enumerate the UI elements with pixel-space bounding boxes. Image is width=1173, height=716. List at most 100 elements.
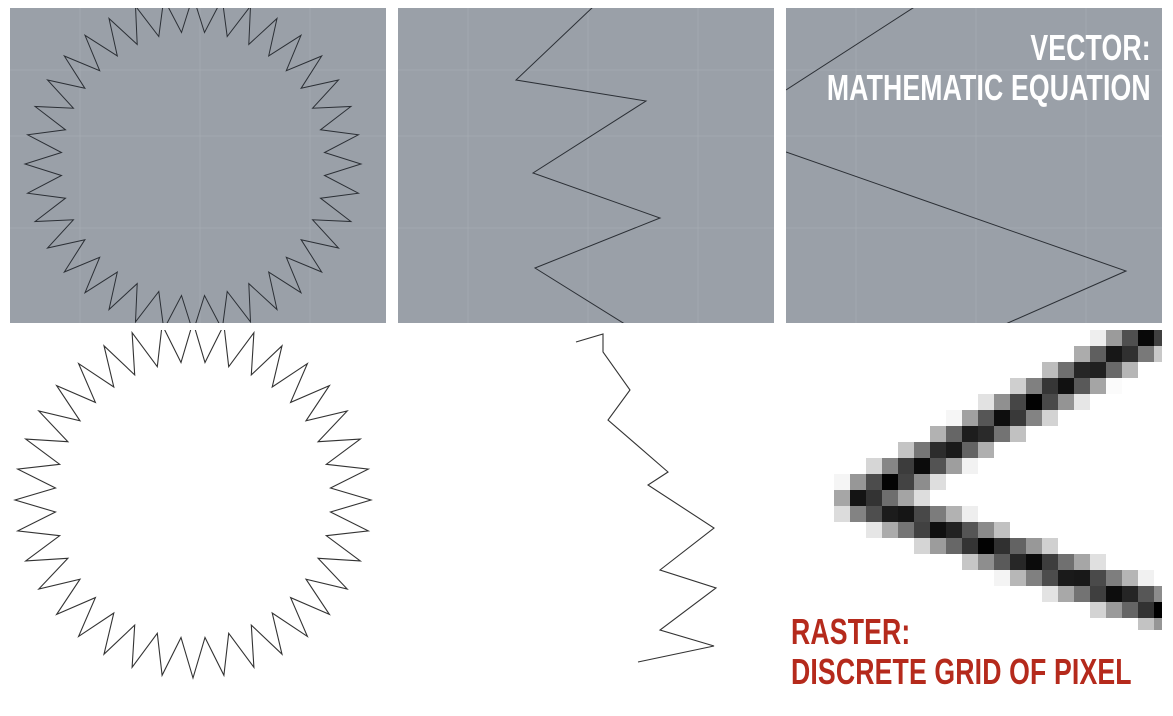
pixel <box>1010 426 1026 442</box>
pixel <box>1042 410 1058 426</box>
pixel <box>1122 586 1138 602</box>
pixel <box>1090 330 1106 346</box>
pixel <box>1074 362 1090 378</box>
pixel <box>1042 554 1058 570</box>
pixel <box>1010 570 1026 586</box>
pixel <box>898 442 914 458</box>
star-outline <box>23 8 363 323</box>
pixel <box>834 490 850 506</box>
pixel <box>930 442 946 458</box>
pixel <box>962 442 978 458</box>
pixel <box>1026 410 1042 426</box>
raster-title: RASTER: <box>791 611 911 652</box>
raster-zoom-image <box>398 330 774 680</box>
pixel <box>1154 618 1162 630</box>
pixel <box>1010 378 1026 394</box>
pixel <box>1074 394 1090 410</box>
pixel <box>962 410 978 426</box>
pixel <box>1010 410 1026 426</box>
pixel <box>882 474 898 490</box>
raster-star-drawing <box>13 330 373 680</box>
viewport-background <box>786 8 1162 323</box>
vector-star-drawing <box>10 8 386 323</box>
pixel <box>946 522 962 538</box>
vector-title: VECTOR: <box>1030 27 1151 68</box>
pixel <box>1074 346 1090 362</box>
pixel <box>1026 394 1042 410</box>
viewport-background <box>10 8 386 323</box>
pixel <box>946 442 962 458</box>
pixel <box>1138 330 1154 346</box>
pixel <box>1058 570 1074 586</box>
pixel <box>994 538 1010 554</box>
closeup-edge <box>786 8 914 91</box>
pixel <box>930 474 946 490</box>
pixel <box>1090 346 1106 362</box>
pixel <box>946 426 962 442</box>
pixel <box>1058 362 1074 378</box>
vector-caption: VECTOR: MATHEMATIC EQUATION <box>827 30 1151 110</box>
pixel <box>962 554 978 570</box>
pixel <box>1122 330 1138 346</box>
pixel <box>898 474 914 490</box>
pixel <box>1138 346 1154 362</box>
pixel <box>882 522 898 538</box>
pixel <box>898 458 914 474</box>
pixel <box>882 490 898 506</box>
pixel <box>1074 378 1090 394</box>
pixel <box>882 506 898 522</box>
pixel <box>1090 554 1106 570</box>
pixel <box>866 458 882 474</box>
pixel <box>1058 586 1074 602</box>
pixel <box>978 522 994 538</box>
pixel <box>1026 378 1042 394</box>
pixel <box>1106 602 1122 618</box>
pixel <box>978 410 994 426</box>
raster-pixel-grid <box>786 330 1162 630</box>
viewport-background <box>398 8 774 323</box>
pixel <box>1154 330 1162 346</box>
pixel <box>1122 346 1138 362</box>
pixel <box>866 522 882 538</box>
pixel <box>898 506 914 522</box>
pixel <box>962 506 978 522</box>
raster-zigzag-drawing <box>575 333 718 663</box>
pixel <box>930 458 946 474</box>
pixel <box>1090 586 1106 602</box>
pixel <box>1042 570 1058 586</box>
pixel <box>1122 362 1138 378</box>
pixel <box>914 474 930 490</box>
pixel <box>1058 378 1074 394</box>
pixel <box>994 570 1010 586</box>
pixel <box>962 458 978 474</box>
pixel <box>1058 394 1074 410</box>
pixel <box>914 458 930 474</box>
pixel <box>1106 362 1122 378</box>
pixel <box>850 474 866 490</box>
pixel <box>1010 554 1026 570</box>
pixel <box>1058 554 1074 570</box>
pixel <box>866 490 882 506</box>
pixel <box>930 538 946 554</box>
pixel <box>962 538 978 554</box>
pixel <box>1154 602 1162 618</box>
pixel <box>1074 570 1090 586</box>
pixel <box>978 538 994 554</box>
pixel <box>1090 378 1106 394</box>
pixel <box>898 490 914 506</box>
pixel <box>1026 554 1042 570</box>
pixel <box>1122 570 1138 586</box>
pixel <box>1010 538 1026 554</box>
pixel <box>1154 586 1162 602</box>
pixel <box>978 426 994 442</box>
pixel <box>1106 378 1122 394</box>
pixel <box>1138 602 1154 618</box>
pixel <box>994 522 1010 538</box>
pixel <box>1154 346 1162 362</box>
pixel <box>1042 362 1058 378</box>
pixel <box>834 506 850 522</box>
pixel <box>1090 570 1106 586</box>
pixel <box>914 442 930 458</box>
pixel <box>1106 330 1122 346</box>
star-outline <box>13 330 373 680</box>
